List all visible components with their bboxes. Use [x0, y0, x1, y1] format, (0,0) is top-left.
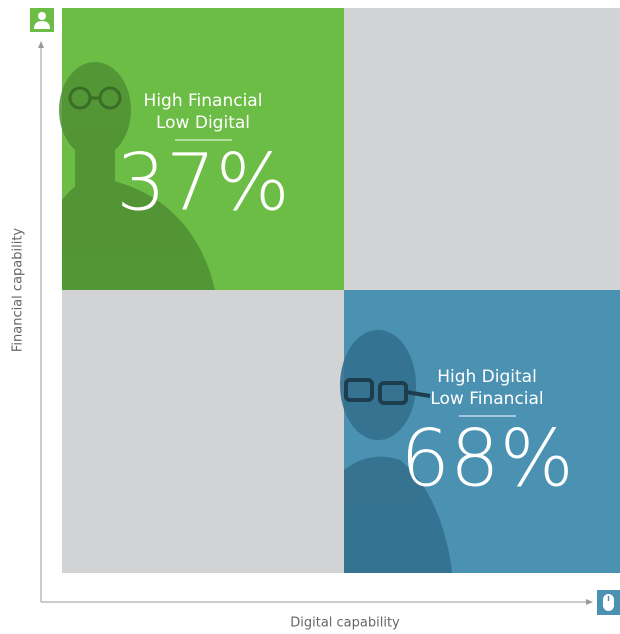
x-axis-label: Digital capability	[290, 616, 400, 631]
quadrant-heading: High Digital	[437, 367, 537, 387]
quadrant-bottom-left	[62, 290, 344, 573]
quadrant-heading: Low Financial	[430, 389, 543, 409]
x-axis-arrow	[586, 599, 593, 605]
quadrant-percent: 68%	[400, 415, 573, 505]
mouse-icon	[597, 590, 620, 615]
person-icon	[30, 8, 54, 32]
y-axis-arrow	[38, 41, 44, 48]
y-axis-label: Financial capability	[11, 228, 26, 353]
quadrant-heading: Low Digital	[156, 113, 250, 133]
quadrant-heading: High Financial	[144, 91, 263, 111]
quadrant-top-right	[344, 8, 620, 290]
quadrant-percent: 37%	[116, 139, 289, 229]
quadrant-infographic: High Financial Low Digital 37% High Digi…	[0, 0, 620, 634]
